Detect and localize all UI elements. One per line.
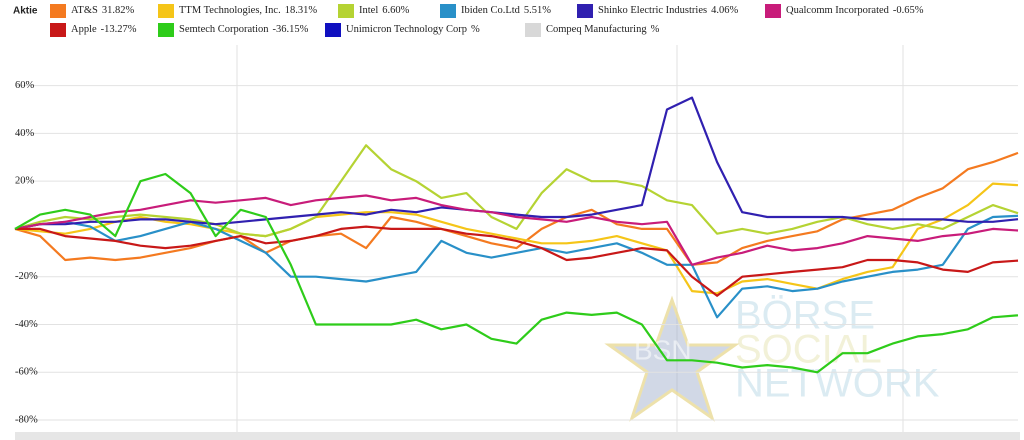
legend-value: % [471, 24, 480, 35]
legend-value: 31.82% [102, 5, 135, 16]
legend-name: Unimicron Technology Corp [346, 24, 467, 35]
legend-value: -13.27% [101, 24, 137, 35]
series-line [14, 172, 1019, 374]
watermark-text: NETWORK [735, 362, 940, 406]
y-tick-label: 60% [15, 80, 35, 91]
legend-label[interactable]: TTM Technologies, Inc. 18.31% [179, 5, 317, 16]
legend-value: -0.65% [893, 5, 924, 16]
y-tick-label: -40% [15, 319, 38, 330]
legend-name: Semtech Corporation [179, 24, 269, 35]
legend-label[interactable]: AT&S 31.82% [71, 5, 134, 16]
watermark-star [604, 295, 740, 422]
legend-name: Shinko Electric Industries [598, 5, 707, 16]
legend-name: Apple [71, 24, 97, 35]
legend-label[interactable]: Compeq Manufacturing% [546, 24, 660, 35]
legend-value: 4.06% [711, 5, 738, 16]
legend-name: Qualcomm Incorporated [786, 5, 890, 16]
legend-name: TTM Technologies, Inc. [179, 5, 281, 16]
watermark-text: BÖRSE [735, 294, 875, 338]
legend-value: -36.15% [273, 24, 309, 35]
series-line [14, 214, 1019, 319]
legend-label[interactable]: Qualcomm Incorporated -0.65% [786, 5, 924, 16]
legend-title: Aktie [13, 6, 38, 17]
legend-swatch[interactable] [325, 23, 341, 37]
y-tick-label: 40% [15, 128, 35, 139]
legend-swatch[interactable] [525, 23, 541, 37]
scrollbar [15, 432, 1020, 440]
legend-label[interactable]: Apple -13.27% [71, 24, 137, 35]
legend-value: % [651, 24, 660, 35]
series-line [14, 194, 1019, 266]
legend-label[interactable]: Unimicron Technology Corp% [346, 24, 480, 35]
legend-label[interactable]: Intel 6.60% [359, 5, 410, 16]
legend-value: 5.51% [524, 5, 551, 16]
watermark-text: SOCIAL [735, 328, 882, 372]
legend-swatch[interactable] [50, 23, 66, 37]
legend-swatch[interactable] [158, 23, 174, 37]
series-line [15, 225, 1019, 297]
legend-label[interactable]: Ibiden Co.Ltd 5.51% [461, 5, 551, 16]
legend: Aktie AT&S 31.82% TTM Technologies, Inc. 18… [13, 4, 924, 37]
legend-label[interactable]: Semtech Corporation -36.15% [179, 24, 309, 35]
legend-value: 18.31% [285, 5, 318, 16]
legend-name: AT&S [71, 5, 98, 16]
legend-swatch[interactable] [158, 4, 174, 18]
watermark: BSN BÖRSE SOCIAL NETWORK [604, 294, 940, 422]
legend-swatch[interactable] [50, 4, 66, 18]
legend-swatch[interactable] [338, 4, 354, 18]
legend-name: Compeq Manufacturing [546, 24, 647, 35]
legend-swatch[interactable] [577, 4, 593, 18]
y-tick-label: -20% [15, 271, 38, 282]
series-line [14, 144, 1019, 238]
legend-value: 6.60% [382, 5, 409, 16]
series-line [14, 96, 1019, 230]
y-tick-label: -80% [15, 414, 38, 425]
legend-swatch[interactable] [765, 4, 781, 18]
legend-name: Ibiden Co.Ltd [461, 5, 521, 16]
y-tick-label: -60% [15, 367, 38, 378]
legend-swatch[interactable] [440, 4, 456, 18]
legend-label[interactable]: Shinko Electric Industries 4.06% [598, 5, 738, 16]
legend-name: Intel [359, 5, 378, 16]
y-tick-label: 20% [15, 176, 35, 187]
plot: -80% -60% -40% -20% 20% 40% 60% [14, 80, 1019, 425]
